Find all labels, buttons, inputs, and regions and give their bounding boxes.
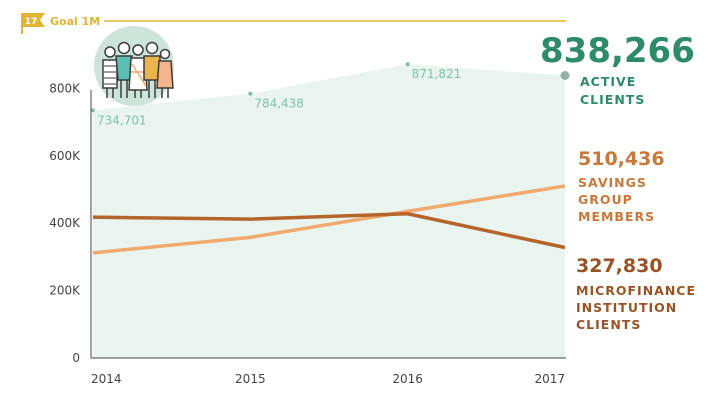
y-tick-label: 0 bbox=[72, 351, 80, 365]
callout-active-clients: 838,266 ACTIVE CLIENTS bbox=[540, 31, 695, 107]
y-tick-label: 600K bbox=[49, 149, 81, 163]
callout-savings-group: 510,436 SAVINGS GROUP MEMBERS bbox=[578, 148, 665, 224]
goal-badge: 17 bbox=[25, 17, 38, 27]
active-clients-point bbox=[560, 71, 570, 81]
active-clients-point bbox=[91, 108, 95, 113]
active-clients-point-label: 784,438 bbox=[254, 97, 304, 111]
active-clients-points bbox=[91, 62, 570, 113]
callout-active-line-1: ACTIVE bbox=[580, 74, 636, 89]
goal-label: Goal 1M bbox=[50, 15, 100, 28]
goal-flag-icon bbox=[21, 13, 45, 34]
people-group-icon bbox=[94, 26, 174, 106]
callout-savings-line-3: MEMBERS bbox=[578, 209, 655, 224]
microfinance-clients-line bbox=[92, 212, 566, 250]
callout-active-value: 838,266 bbox=[540, 31, 695, 71]
callout-mfi-line-3: CLIENTS bbox=[576, 317, 641, 332]
callout-mfi-value: 327,830 bbox=[576, 255, 663, 277]
active-clients-point-label: 734,701 bbox=[97, 113, 147, 127]
y-tick-label: 400K bbox=[49, 216, 81, 230]
y-tick-labels: 0 200K 400K 600K 800K bbox=[49, 81, 81, 365]
x-tick-label: 2014 bbox=[91, 372, 122, 386]
x-tick-label: 2017 bbox=[534, 372, 565, 386]
goal-marker: 17 Goal 1M bbox=[21, 13, 566, 34]
x-tick-label: 2015 bbox=[235, 372, 266, 386]
x-tick-label: 2016 bbox=[392, 372, 423, 386]
x-tick-labels: 2014 2015 2016 2017 bbox=[91, 372, 565, 386]
callout-mfi-line-1: MICROFINANCE bbox=[576, 283, 696, 298]
callout-savings-line-2: GROUP bbox=[578, 192, 633, 207]
callout-mfi-line-2: INSTITUTION bbox=[576, 300, 677, 315]
savings-group-members-line bbox=[92, 184, 566, 255]
callout-microfinance: 327,830 MICROFINANCE INSTITUTION CLIENTS bbox=[576, 255, 696, 332]
y-tick-label: 200K bbox=[49, 284, 81, 298]
callout-savings-line-1: SAVINGS bbox=[578, 175, 647, 190]
active-clients-area bbox=[93, 64, 565, 358]
active-clients-point-labels: 734,701 784,438 871,821 bbox=[97, 67, 461, 127]
y-tick-label: 800K bbox=[49, 81, 81, 95]
callout-active-line-2: CLIENTS bbox=[580, 92, 645, 107]
callout-savings-value: 510,436 bbox=[578, 148, 665, 170]
active-clients-point bbox=[248, 91, 253, 96]
active-clients-point bbox=[405, 62, 410, 67]
active-clients-point-label: 871,821 bbox=[412, 67, 462, 81]
